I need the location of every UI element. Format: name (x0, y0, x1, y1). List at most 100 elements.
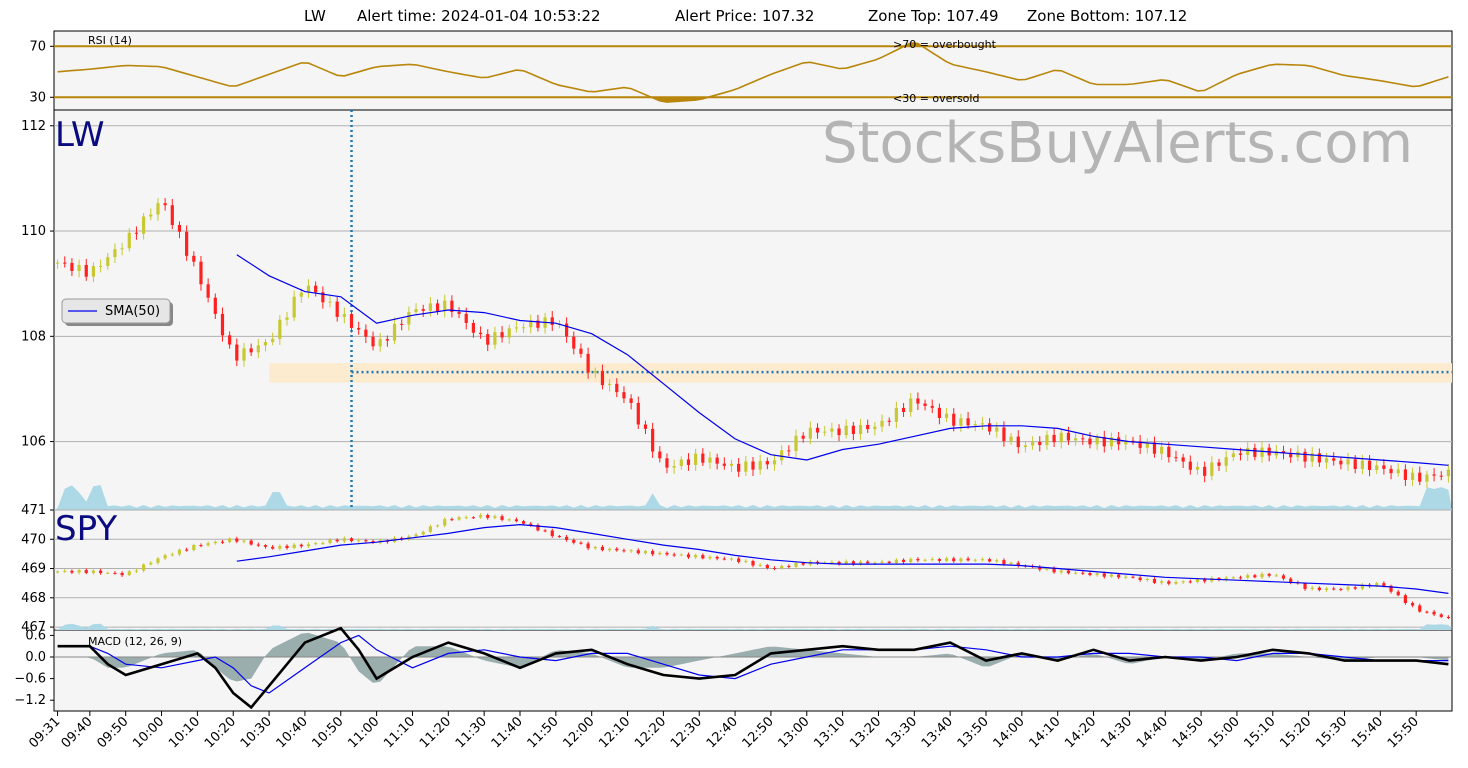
rsi-ytick-label: 70 (29, 39, 46, 54)
x-tick-label: 12:20 (632, 714, 669, 751)
price-candle-body (77, 264, 81, 272)
spy-candle-body (1066, 570, 1071, 574)
spy-candle-body (142, 564, 146, 571)
price-candle-body (1023, 445, 1028, 448)
spy-candle-body (1109, 574, 1114, 577)
price-candle-body (127, 232, 131, 249)
spy-candle-body (1353, 587, 1357, 589)
spy-candle-body (643, 551, 648, 554)
price-candle-body (787, 450, 791, 452)
price-candle-body (220, 313, 225, 336)
spy-candle-body (1439, 614, 1443, 617)
spy-candle-body (428, 526, 432, 532)
price-candle-body (987, 423, 992, 432)
price-candle-body (722, 463, 726, 466)
price-ytick-label: 112 (21, 119, 46, 134)
spy-candle-body (651, 551, 655, 555)
x-tick-label: 15:30 (1313, 714, 1350, 751)
spy-candle-body (335, 539, 339, 542)
macd-layer: 0.6 0.0 −0.6 −1.2 (14, 626, 1452, 710)
spy-candle-body (177, 549, 182, 555)
spy-sma-line (236, 523, 1449, 594)
spy-candle-body (113, 572, 117, 574)
price-candle-body (1188, 461, 1192, 470)
price-candle-body (1339, 460, 1343, 465)
price-candle-body (1324, 458, 1329, 463)
spy-candle-body (321, 543, 325, 545)
price-ytick-label: 108 (21, 329, 46, 344)
spy-candle-body (1332, 588, 1336, 590)
price-candle-body (213, 297, 217, 314)
spy-candle-body (185, 549, 189, 551)
price-candle-body (586, 353, 590, 373)
price-candle-body (909, 398, 913, 412)
price-candle-body (529, 320, 533, 328)
spy-candle-body (715, 556, 719, 559)
spy-candle-body (192, 545, 196, 551)
spy-candle-body (801, 563, 805, 565)
spy-candle-body (170, 554, 174, 556)
price-candle-body (1310, 453, 1314, 462)
price-candle-body (615, 383, 619, 393)
price-candle-body (758, 461, 762, 470)
spy-candle-body (851, 561, 855, 565)
spy-candle-body (435, 525, 440, 527)
watermark: StocksBuyAlerts.com (822, 111, 1413, 176)
price-candle-body (435, 303, 440, 312)
price-candle-body (170, 205, 174, 225)
spy-candle-body (1375, 583, 1379, 587)
price-candle-body (1217, 462, 1221, 466)
price-candle-body (830, 428, 834, 432)
spy-candle-body (987, 559, 992, 562)
x-tick-label: 11:30 (453, 714, 490, 751)
price-candle-body (930, 405, 934, 408)
rsi-line (57, 42, 1449, 103)
x-tick-label: 14:10 (1026, 714, 1063, 751)
spy-volume-area (54, 623, 1452, 630)
price-candle-body (285, 317, 289, 320)
price-candle-body (1346, 459, 1350, 465)
price-candle-body (407, 312, 411, 325)
spy-candle-body (572, 539, 576, 543)
alert-zone (269, 363, 1453, 383)
spy-candle-body (421, 531, 425, 535)
spy-candle-body (486, 514, 490, 518)
x-tick-label: 12:30 (668, 714, 705, 751)
spy-candle-body (342, 538, 346, 542)
x-tick-label: 11:00 (345, 714, 382, 751)
price-candle-body (686, 459, 691, 465)
price-candle-body (1138, 441, 1142, 448)
price-candle-body (521, 327, 526, 329)
x-tick-label: 13:10 (811, 714, 848, 751)
price-candle-body (1410, 472, 1415, 480)
x-tick-label: 14:20 (1062, 714, 1099, 751)
macd-ytick-label: 0.6 (25, 628, 46, 643)
spy-candle-body (1446, 616, 1451, 618)
spy-candle-body (163, 555, 167, 559)
x-tick-label: 12:00 (560, 714, 597, 751)
spy-candle-body (930, 559, 934, 561)
spy-candle-body (901, 559, 906, 563)
spy-candle-body (593, 546, 597, 549)
price-candle-body (665, 458, 669, 468)
spy-candle-body (579, 542, 583, 544)
price-candle-body (163, 203, 167, 206)
price-candle-body (550, 317, 554, 325)
price-candle-body (55, 262, 60, 264)
price-candle-body (493, 332, 497, 345)
spy-candle-body (156, 558, 160, 563)
price-candle-body (880, 420, 884, 427)
price-candle-body (1160, 446, 1164, 454)
price-candle-body (1145, 442, 1149, 448)
price-candle-body (1109, 437, 1114, 447)
price-candle-body (507, 328, 511, 338)
x-tick-label: 13:30 (883, 714, 920, 751)
price-candle-body (1432, 474, 1436, 476)
price-layer: 112 110 108 106 (21, 110, 1453, 510)
spy-ytick-label: 468 (21, 591, 46, 606)
spy-candle-body (457, 517, 461, 520)
spy-candle-body (894, 559, 898, 563)
price-candle-body (256, 345, 260, 353)
spy-candle-body (77, 570, 81, 573)
spy-candle-body (944, 558, 949, 561)
